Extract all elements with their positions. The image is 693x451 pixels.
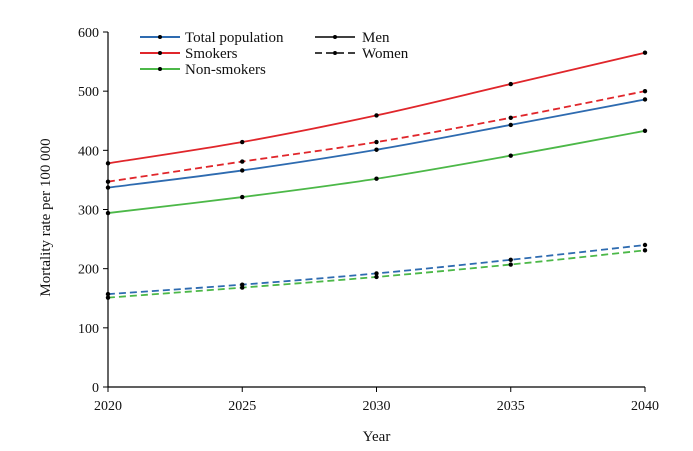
point-non-smokers-women-2030 [374, 274, 379, 280]
legend-label-men: Men [362, 30, 390, 46]
legend-label-total-population: Total population [185, 30, 284, 46]
point-non-smokers-men-2040 [642, 128, 648, 134]
point-total-population-men-2020 [105, 185, 111, 190]
x-tick-label-2030: 2030 [363, 399, 391, 414]
x-tick-label-2035: 2035 [497, 399, 525, 414]
series-total-population-women [105, 242, 648, 297]
series-non-smokers-men [105, 128, 648, 216]
legend-marker-men [333, 35, 337, 39]
point-smokers-men-2025 [240, 139, 245, 145]
y-tick-label-100: 100 [78, 322, 99, 337]
point-non-smokers-women-2025 [240, 285, 245, 290]
point-total-population-women-2020 [105, 291, 111, 297]
series-total-population-men [105, 97, 648, 190]
point-total-population-women-2030 [374, 271, 379, 276]
y-axis-title: Mortality rate per 100 000 [38, 138, 54, 296]
y-tick-label-0: 0 [92, 381, 99, 396]
legend-marker-total-population [158, 35, 162, 39]
y-tick-label-600: 600 [78, 26, 99, 41]
x-tick-label-2025: 2025 [228, 399, 256, 414]
point-total-population-men-2025 [240, 168, 245, 173]
point-total-population-men-2030 [374, 147, 379, 152]
series-layer [105, 50, 648, 300]
x-tick-label-2020: 2020 [94, 399, 122, 414]
series-non-smokers-women [105, 248, 648, 300]
y-tick-label-500: 500 [78, 85, 99, 100]
point-non-smokers-men-2035 [508, 153, 513, 158]
point-non-smokers-men-2030 [374, 176, 379, 181]
point-total-population-women-2040 [642, 242, 648, 248]
legend-label-smokers: Smokers [185, 46, 238, 62]
point-smokers-women-2035 [508, 115, 513, 120]
point-total-population-men-2040 [642, 97, 648, 102]
point-smokers-men-2035 [508, 81, 513, 87]
legend-label-non-smokers: Non-smokers [185, 62, 266, 78]
point-non-smokers-women-2040 [642, 248, 648, 253]
point-smokers-women-2020 [105, 179, 111, 184]
series-smokers-men [105, 50, 648, 166]
legend-marker-women [333, 51, 337, 55]
series-line-smokers-women [107, 90, 646, 183]
x-axis-title: Year [363, 429, 391, 445]
axes: 0 100 200 300 400 500 600 2020 2025 2030 2035 2040 [78, 26, 659, 414]
series-line-total-population-women [107, 244, 646, 296]
point-smokers-men-2030 [374, 113, 379, 118]
legend-label-women: Women [362, 46, 409, 62]
point-smokers-men-2020 [105, 161, 111, 166]
series-smokers-women [105, 88, 648, 184]
legend-marker-non-smokers [158, 67, 162, 71]
legend-marker-smokers [158, 51, 162, 55]
point-non-smokers-women-2035 [508, 262, 513, 267]
point-non-smokers-men-2020 [105, 210, 111, 216]
point-smokers-men-2040 [642, 50, 648, 55]
y-tick-label-400: 400 [78, 144, 99, 159]
point-total-population-men-2035 [508, 122, 513, 128]
point-smokers-women-2025 [240, 159, 245, 164]
point-non-smokers-women-2020 [105, 295, 111, 300]
point-smokers-women-2030 [374, 139, 379, 145]
y-tick-label-300: 300 [78, 204, 99, 219]
y-tick-label-200: 200 [78, 263, 99, 278]
x-tick-label-2040: 2040 [631, 399, 659, 414]
point-smokers-women-2040 [642, 88, 648, 94]
point-non-smokers-men-2025 [240, 194, 245, 200]
point-total-population-women-2035 [508, 257, 513, 262]
